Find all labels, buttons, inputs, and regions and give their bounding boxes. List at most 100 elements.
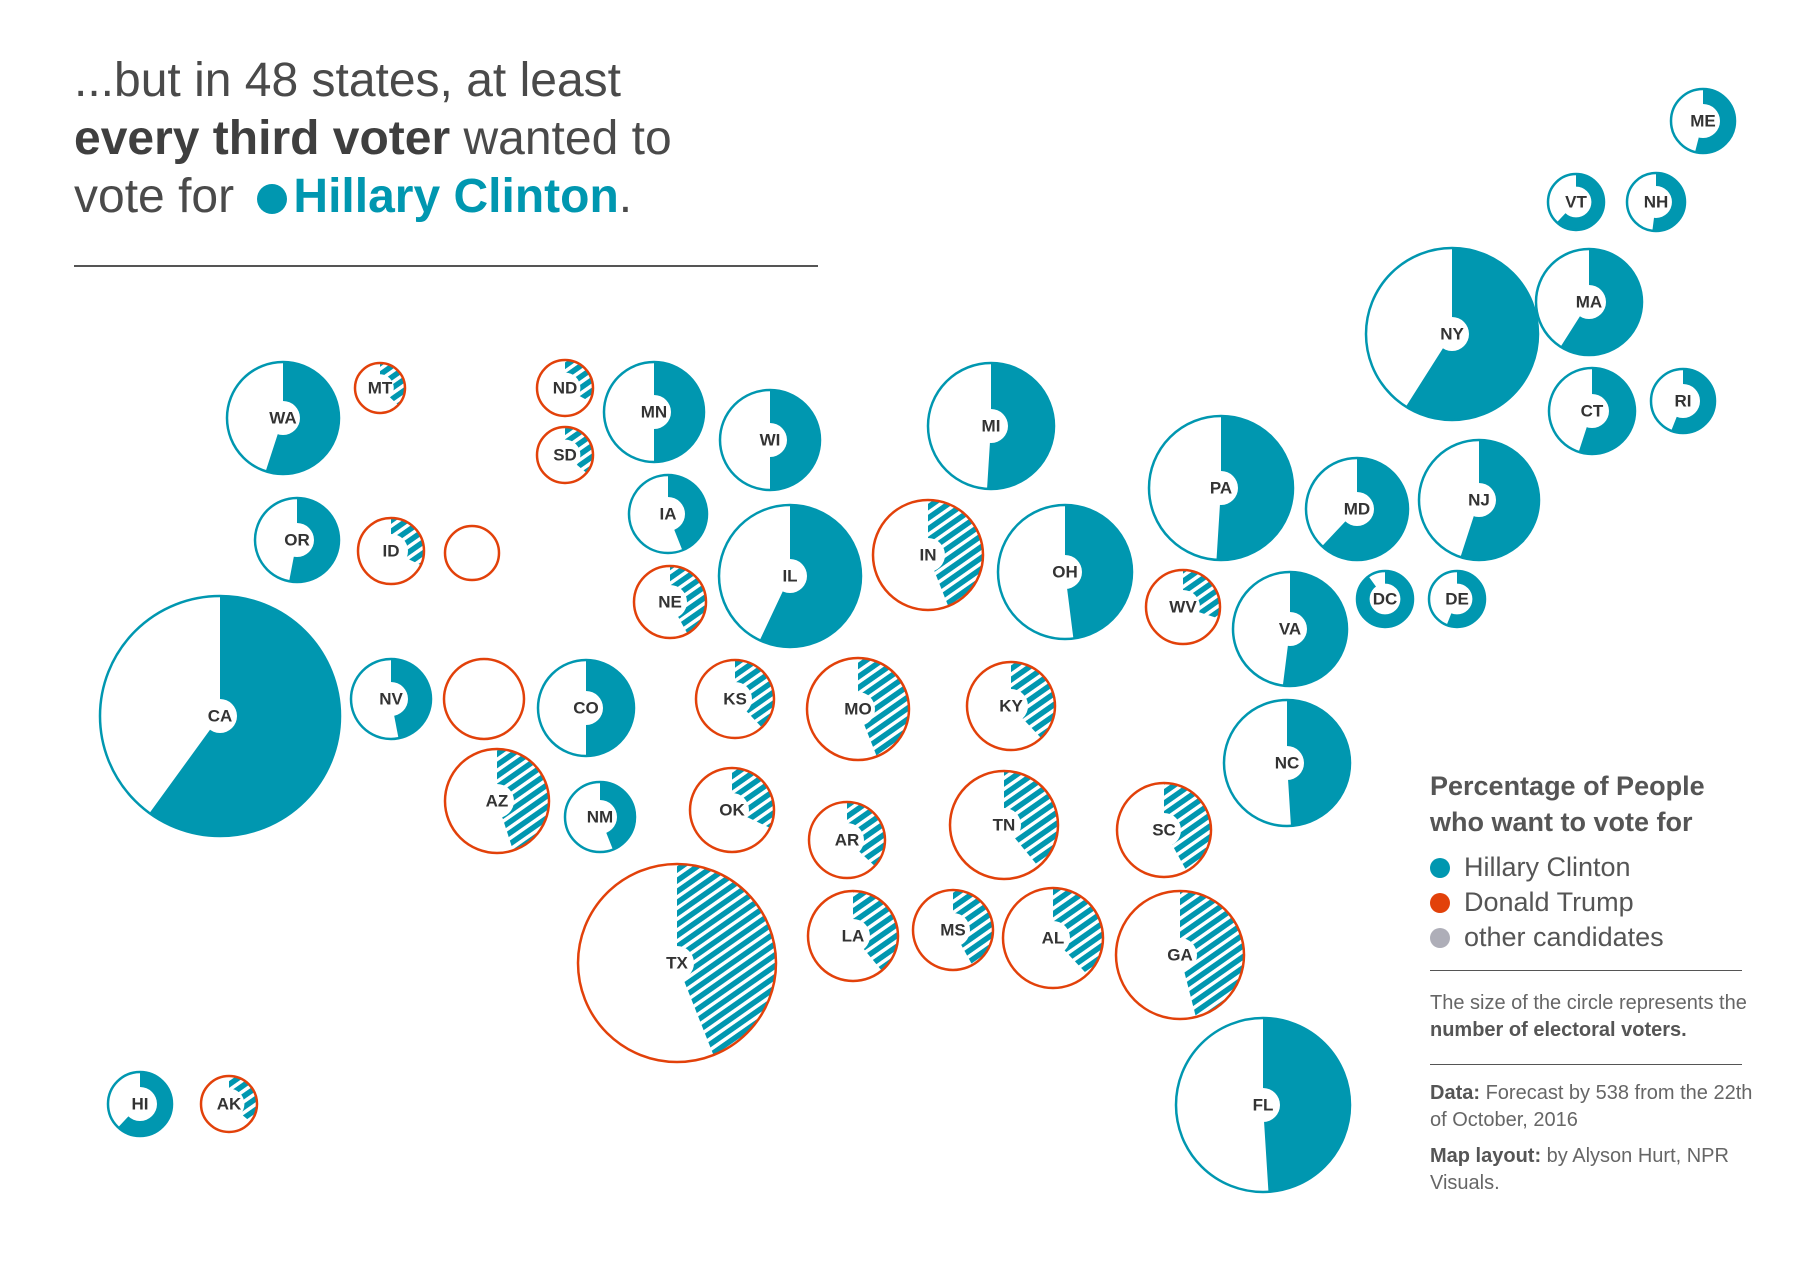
state-label-ri: RI: [1675, 392, 1692, 411]
state-label-backdrop: [994, 689, 1028, 723]
state-label-backdrop: [366, 374, 394, 402]
data-source-note: Data: Forecast by 538 from the 22th of O…: [1430, 1080, 1760, 1134]
headline-emphasis: every third voter: [74, 112, 451, 165]
state-label-backdrop: [280, 523, 314, 557]
state-circle-outline: [1222, 698, 1352, 828]
legend-item-trump: Donald Trump: [1430, 885, 1760, 920]
state-label-fl: FL: [1253, 1096, 1274, 1115]
state-circle-outline: [1417, 438, 1541, 562]
clinton-share-wedge: [670, 566, 707, 634]
headline-line3-pre: vote for: [74, 170, 248, 223]
state-label-backdrop: [266, 401, 300, 435]
state-circle-outline: [563, 780, 637, 854]
clinton-share-wedge: [858, 658, 909, 757]
state-label-backdrop: [936, 913, 970, 947]
state-label-ct: CT: [1581, 402, 1604, 421]
legend-divider-1: [1430, 970, 1742, 971]
clinton-share-wedge: [953, 890, 993, 966]
state-label-backdrop: [1572, 285, 1606, 319]
state-label-az: AZ: [486, 792, 509, 811]
state-label-backdrop: [1246, 1088, 1280, 1122]
state-label-ky: KY: [999, 697, 1023, 716]
state-circle-outline: [353, 361, 407, 415]
other-dot-icon: [1430, 927, 1450, 948]
clinton-share-wedge: [265, 362, 339, 474]
state-label-pa: PA: [1210, 479, 1232, 498]
clinton-share-wedge: [1405, 248, 1539, 420]
state-label-backdrop: [1369, 583, 1401, 615]
clinton-share-wedge: [1011, 662, 1055, 739]
state-circle-ne: [632, 564, 708, 640]
state-circle-co: [536, 658, 636, 758]
legend-divider-2: [1430, 1064, 1742, 1065]
state-circle-va: [1231, 570, 1349, 688]
state-circle-oh: [996, 503, 1134, 641]
state-label-backdrop: [1048, 555, 1082, 589]
clinton-share-wedge: [847, 801, 886, 867]
state-label-backdrop: [374, 682, 408, 716]
state-label-backdrop: [1204, 471, 1238, 505]
clinton-share-wedge: [1216, 416, 1293, 560]
state-circle-ky: [965, 660, 1057, 752]
state-circle-outline: [535, 425, 595, 485]
state-circle-ok: [688, 766, 776, 854]
map-layout-text: by Alyson Hurt, NPR Visuals.: [1430, 1145, 1729, 1194]
state-circle-ga: [1114, 889, 1246, 1021]
state-circle-outline: [948, 769, 1060, 881]
state-circle-ak: [199, 1074, 259, 1134]
state-label-mo: MO: [844, 700, 871, 719]
legend-title: Percentage of People who want to vote fo…: [1430, 771, 1705, 837]
state-circle-outline: [253, 496, 341, 584]
data-source-label: Data:: [1430, 1082, 1481, 1104]
state-circle-outline: [911, 888, 995, 972]
state-circle-wv: [1144, 568, 1222, 646]
state-label-wv: WV: [1169, 598, 1197, 617]
state-label-ga: GA: [1167, 946, 1193, 965]
state-label-co: CO: [573, 699, 599, 718]
state-label-nj: NJ: [1468, 491, 1490, 510]
state-label-backdrop: [660, 946, 694, 980]
state-circle-ct: [1547, 366, 1637, 456]
state-circle-outline: [1147, 414, 1295, 562]
state-label-ne: NE: [658, 593, 682, 612]
clinton-dot-icon: [257, 184, 288, 214]
legend-label-trump: Donald Trump: [1464, 887, 1634, 917]
clinton-share-wedge: [1065, 505, 1132, 639]
state-label-backdrop: [987, 808, 1021, 842]
state-label-backdrop: [1575, 394, 1609, 428]
clinton-share-wedge: [1287, 700, 1351, 826]
state-label-backdrop: [1462, 483, 1496, 517]
state-label-backdrop: [213, 1088, 245, 1120]
state-circle-outline: [1144, 568, 1222, 646]
state-label-backdrop: [1435, 317, 1469, 351]
state-circle-de: [1427, 569, 1487, 629]
state-label-ar: AR: [835, 831, 860, 850]
state-circle-outline: [443, 747, 551, 855]
state-label-tx: TX: [666, 954, 688, 973]
clinton-share-wedge: [1053, 888, 1103, 975]
state-circle-outline: [1355, 569, 1415, 629]
state-circle-nd: [535, 358, 595, 418]
clinton-share-wedge: [149, 596, 340, 836]
clinton-share-wedge: [600, 782, 635, 850]
state-label-nh: NH: [1644, 193, 1669, 212]
state-circle-outline: [1625, 171, 1687, 233]
clinton-share-wedge: [586, 660, 634, 756]
state-circle-me: [1669, 87, 1737, 155]
state-label-dc: DC: [1373, 590, 1398, 609]
state-label-wa: WA: [269, 409, 296, 428]
headline-candidate: Hillary Clinton: [293, 170, 619, 223]
state-circle-outline: [1547, 366, 1637, 456]
state-label-nc: NC: [1275, 754, 1300, 773]
state-circle-mt: [353, 361, 407, 415]
state-circle-ia: [627, 473, 709, 555]
state-circle-nc: [1222, 698, 1352, 828]
state-label-oh: OH: [1052, 563, 1078, 582]
state-circle-outline: [1534, 247, 1644, 357]
state-label-mt: MT: [368, 379, 393, 398]
state-label-ny: NY: [1440, 325, 1464, 344]
clinton-dot-icon: [1430, 857, 1450, 878]
state-circle-outline: [536, 658, 636, 758]
state-label-backdrop: [123, 1087, 157, 1121]
size-note-text: The size of the circle represents the: [1430, 992, 1747, 1014]
